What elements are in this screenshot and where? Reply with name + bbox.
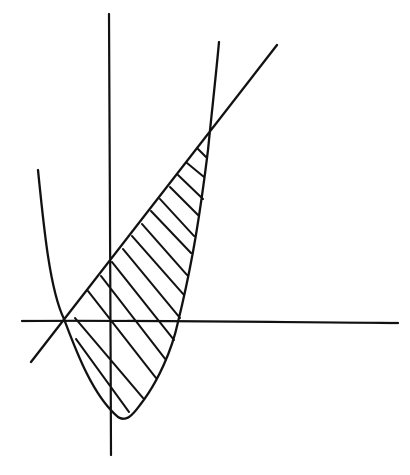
hatch-line-5 <box>159 198 195 237</box>
y-axis <box>107 12 113 457</box>
hatch-line-3 <box>177 174 204 200</box>
hatch-line-2 <box>186 162 205 178</box>
parabola-curve <box>36 40 221 420</box>
hatch-line-4 <box>169 186 199 216</box>
hatch-line-13 <box>74 317 144 399</box>
straight-line <box>29 43 279 364</box>
hatch-line-10 <box>111 261 175 341</box>
hatched-region <box>74 147 207 413</box>
hatch-line-8 <box>131 235 185 296</box>
hatch-line-1 <box>196 147 207 158</box>
hatch-line-14 <box>75 338 130 413</box>
hatch-line-6 <box>150 210 192 254</box>
hatch-line-11 <box>100 275 167 361</box>
hatch-line-12 <box>87 290 157 379</box>
hatch-line-9 <box>122 248 181 319</box>
hatch-line-7 <box>141 223 188 276</box>
